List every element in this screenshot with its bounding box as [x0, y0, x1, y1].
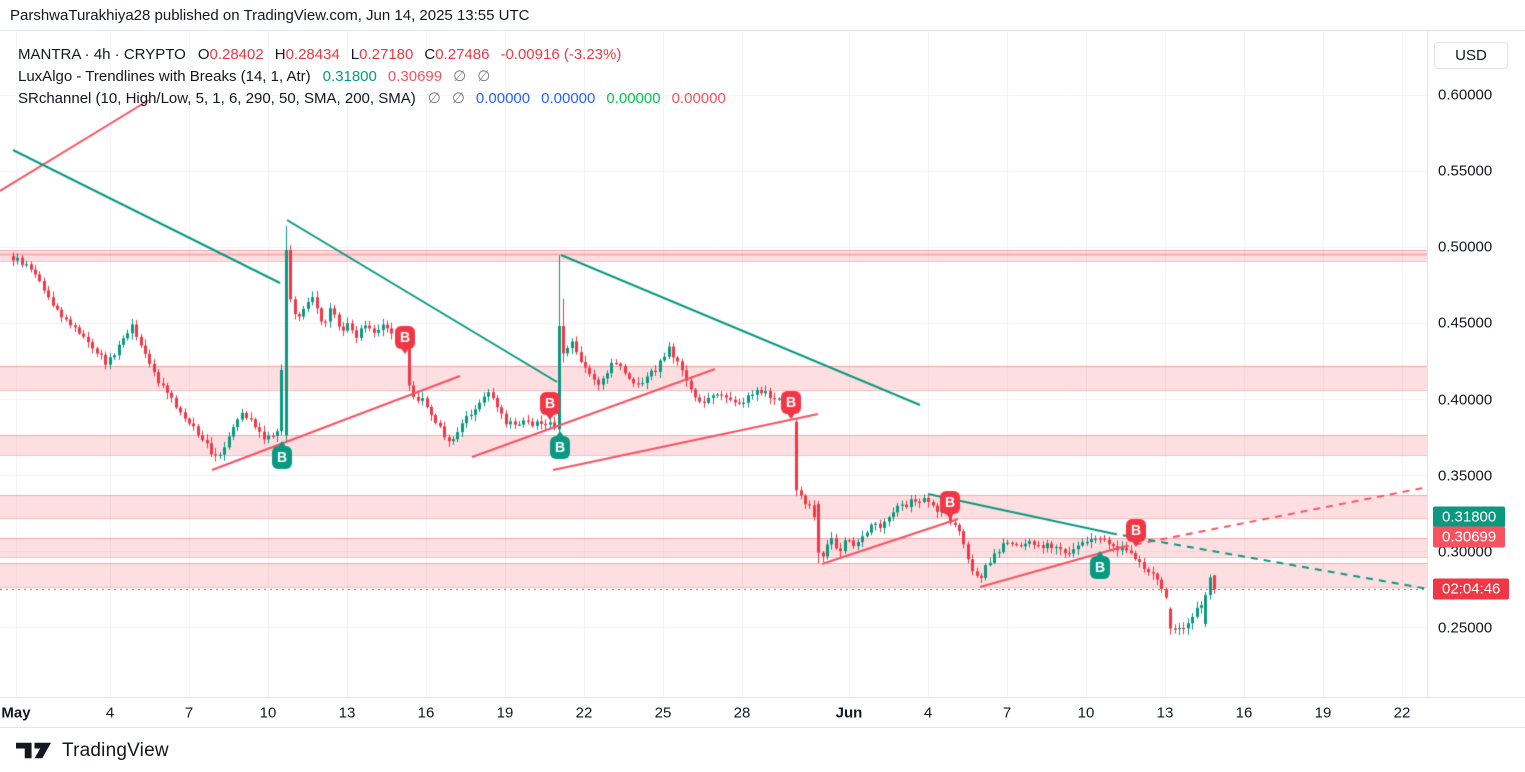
indicator-value: 0.00000 — [606, 90, 661, 107]
price-tick: 0.55000 — [1438, 162, 1493, 180]
indicator-values: ∅ ∅ 0.00000 0.00000 0.00000 0.00000 — [428, 88, 726, 110]
tradingview-logo-icon — [16, 742, 52, 759]
price-tick: 0.25000 — [1438, 619, 1493, 637]
time-tick: 16 — [1235, 704, 1253, 721]
ohlc-pair: O0.28402 — [197, 46, 264, 63]
indicator-value: 0.00000 — [671, 90, 726, 107]
time-axis[interactable]: May 4 7 10 13 16 19 22 25 28 Jun 4 7 10 13 16 19 22 — [0, 697, 1525, 728]
time-tick: 10 — [1077, 704, 1095, 721]
change-value: -0.00916 (-3.23%) — [500, 46, 622, 63]
time-tick: 13 — [1156, 704, 1174, 721]
indicator-values: 0.31800 0.30699 ∅ ∅ — [323, 66, 491, 88]
time-tick: May — [1, 704, 31, 721]
price-tick: 0.45000 — [1438, 314, 1493, 332]
price-tick: 0.35000 — [1438, 467, 1493, 485]
ohlc-pair: L0.27180 — [350, 46, 414, 63]
symbol-row: MANTRA · 4h · CRYPTO O0.28402 H0.28434 L0.… — [18, 44, 726, 66]
indicator-value: 0.00000 — [541, 90, 596, 107]
indicator-value: ∅ — [477, 68, 491, 85]
time-tick: 22 — [575, 704, 593, 721]
time-tick: Jun — [835, 704, 863, 721]
price-chart-canvas[interactable] — [0, 31, 1427, 697]
price-tick: 0.30000 — [1438, 543, 1493, 561]
indicator-title: LuxAlgo - Trendlines with Breaks (14, 1,… — [18, 68, 311, 85]
indicator-row-srchannel: SRchannel (10, High/Low, 5, 1, 6, 290, 5… — [18, 88, 726, 110]
indicator-row-trendlines: LuxAlgo - Trendlines with Breaks (14, 1,… — [18, 66, 726, 88]
price-tick: 0.50000 — [1438, 238, 1493, 256]
time-tick: 7 — [1002, 704, 1012, 721]
time-tick: 4 — [105, 704, 115, 721]
time-tick: 25 — [654, 704, 672, 721]
price-tick: 0.40000 — [1438, 391, 1493, 409]
time-tick: 22 — [1393, 704, 1411, 721]
time-tick: 19 — [1314, 704, 1332, 721]
ohlc-pair: C0.27486 — [424, 46, 490, 63]
bar-countdown-label: 02:04:46 — [1433, 578, 1510, 600]
price-axis[interactable]: USD 0.60000 0.55000 0.50000 0.45000 0.40000 0… — [1427, 31, 1525, 728]
footer-brand: TradingView — [0, 729, 1525, 772]
currency-button[interactable]: USD — [1434, 42, 1508, 69]
chart-legend: MANTRA · 4h · CRYPTO O0.28402 H0.28434 L0.… — [18, 44, 726, 110]
trendline-upper-price-label: 0.31800 — [1433, 506, 1506, 528]
brand-text: TradingView — [62, 739, 169, 761]
trendline-lower-price-label: 0.30699 — [1433, 526, 1506, 548]
indicator-value: ∅ — [453, 68, 467, 85]
snapshot-header: ParshwaTurakhiya28 published on TradingV… — [0, 0, 1525, 31]
time-tick: 28 — [733, 704, 751, 721]
indicator-value: ∅ — [427, 90, 441, 107]
price-tick: 0.60000 — [1438, 86, 1493, 104]
indicator-value: 0.31800 — [322, 68, 377, 85]
indicator-title: SRchannel (10, High/Low, 5, 1, 6, 290, 5… — [18, 90, 416, 107]
symbol-title: MANTRA · 4h · CRYPTO — [18, 46, 186, 63]
time-tick: 13 — [338, 704, 356, 721]
ohlc-values: O0.28402 H0.28434 L0.27180 C0.27486 — [198, 44, 490, 66]
time-tick: 16 — [417, 704, 435, 721]
ohlc-pair: H0.28434 — [274, 46, 340, 63]
published-by-text: ParshwaTurakhiya28 published on TradingV… — [10, 6, 530, 24]
time-tick: 10 — [259, 704, 277, 721]
time-tick: 7 — [184, 704, 194, 721]
time-tick: 19 — [496, 704, 514, 721]
indicator-value: ∅ — [451, 90, 465, 107]
indicator-value: 0.00000 — [475, 90, 531, 107]
indicator-value: 0.30699 — [387, 68, 443, 85]
time-tick: 4 — [923, 704, 933, 721]
